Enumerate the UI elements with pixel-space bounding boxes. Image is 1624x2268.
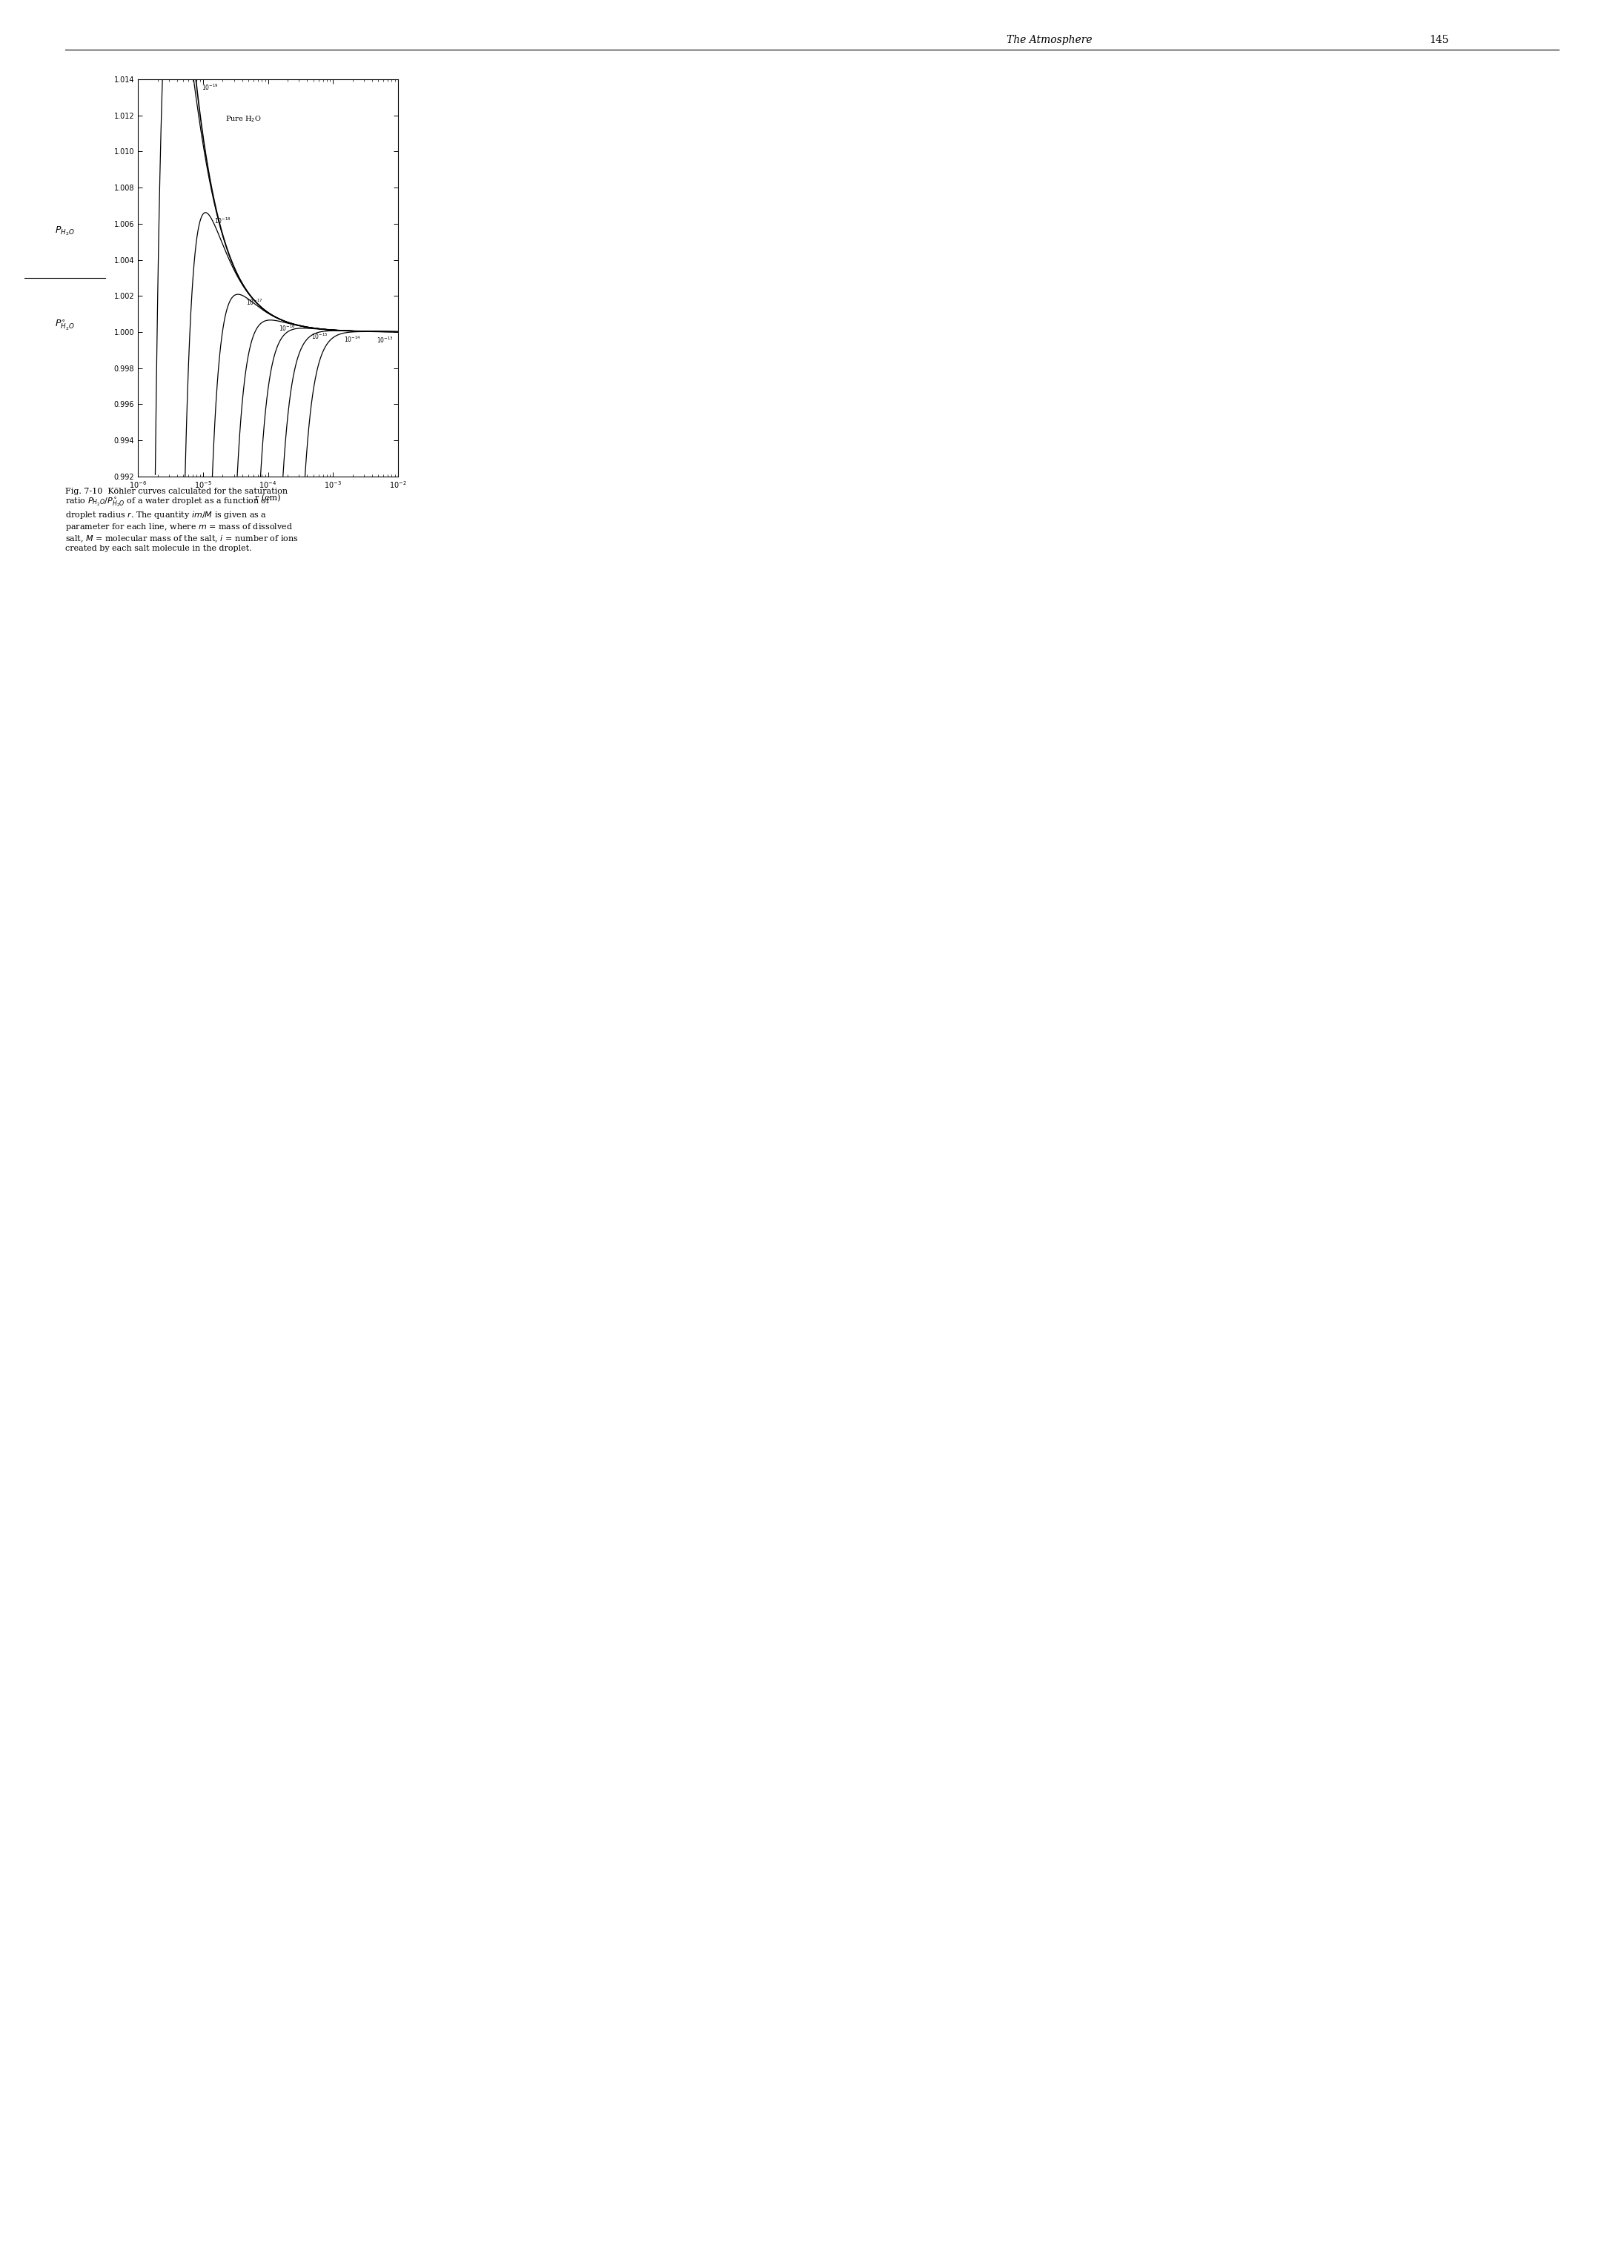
Text: $P_{H_2O}$: $P_{H_2O}$ <box>55 225 75 238</box>
Text: Fig. 7-10  Köhler curves calculated for the saturation
ratio $P_{H_2O}/P^{\circ}: Fig. 7-10 Köhler curves calculated for t… <box>65 488 299 553</box>
Text: $P^{\circ}_{H_2O}$: $P^{\circ}_{H_2O}$ <box>55 318 75 331</box>
Text: $10^{-13}$: $10^{-13}$ <box>377 336 393 345</box>
Text: $10^{-18}$: $10^{-18}$ <box>214 215 231 225</box>
Text: $10^{-17}$: $10^{-17}$ <box>247 297 263 306</box>
Text: $10^{-19}$: $10^{-19}$ <box>201 84 219 93</box>
Text: $10^{-15}$: $10^{-15}$ <box>312 331 328 340</box>
Text: The Atmosphere: The Atmosphere <box>1007 34 1093 45</box>
Text: $10^{-14}$: $10^{-14}$ <box>344 333 361 342</box>
Text: $10^{-16}$: $10^{-16}$ <box>279 324 296 333</box>
X-axis label: r (cm): r (cm) <box>255 494 281 501</box>
Text: 145: 145 <box>1429 34 1449 45</box>
Text: Pure H$_2$O: Pure H$_2$O <box>226 113 261 125</box>
